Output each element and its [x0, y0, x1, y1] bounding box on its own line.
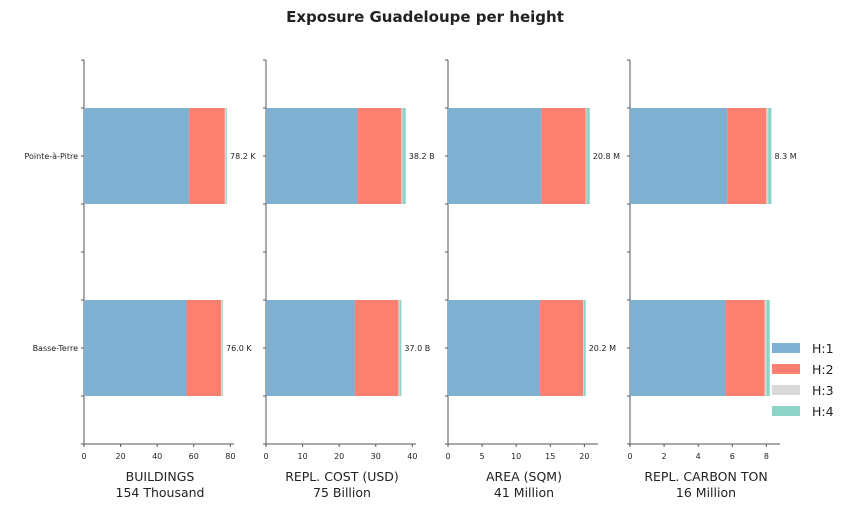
bar-value-label: 20.2 M	[589, 344, 616, 353]
x-tick-label: 0	[445, 452, 450, 461]
bar-segment	[583, 300, 586, 396]
legend-swatch	[772, 406, 800, 416]
x-tick-label: 20	[579, 452, 589, 461]
bar-segment	[399, 300, 402, 396]
x-axis-label: BUILDINGS	[126, 469, 195, 484]
x-tick-label: 8	[764, 452, 769, 461]
x-axis-label: REPL. CARBON TON	[644, 469, 767, 484]
x-tick-label: 0	[263, 452, 268, 461]
bar-value-label: 76.0 K	[226, 344, 252, 353]
x-tick-label: 0	[81, 452, 86, 461]
x-tick-label: 80	[225, 452, 235, 461]
bar-value-label: 37.0 B	[404, 344, 430, 353]
bar-segment	[84, 108, 190, 204]
bar-segment	[401, 108, 403, 204]
x-axis-subtitle: 75 Billion	[313, 485, 371, 500]
legend-swatch	[772, 364, 800, 374]
legend-swatch	[772, 343, 800, 353]
bar-segment	[541, 108, 586, 204]
x-tick-label: 15	[545, 452, 555, 461]
legend-label: H:2	[812, 362, 834, 377]
bar-segment	[398, 300, 400, 396]
bar-segment	[630, 300, 726, 396]
category-label: Pointe-à-Pitre	[24, 152, 78, 161]
bar-segment	[583, 300, 584, 396]
bar-segment	[222, 300, 224, 396]
bar-segment	[764, 300, 767, 396]
x-tick-label: 6	[730, 452, 735, 461]
bar-segment	[189, 108, 225, 204]
bar-segment	[84, 300, 187, 396]
bar-value-label: 8.3 M	[774, 152, 796, 161]
bar-segment	[586, 108, 590, 204]
x-tick-label: 20	[334, 452, 344, 461]
bar-segment	[727, 108, 767, 204]
x-tick-label: 5	[480, 452, 485, 461]
bar-segment	[768, 108, 772, 204]
x-axis-label: REPL. COST (USD)	[285, 469, 399, 484]
bar-value-label: 20.8 M	[593, 152, 620, 161]
category-label: Basse-Terre	[33, 344, 79, 353]
bar-value-label: 38.2 B	[409, 152, 435, 161]
legend-label: H:3	[812, 383, 834, 398]
bar-segment	[725, 300, 765, 396]
x-tick-label: 10	[297, 452, 307, 461]
bar-segment	[585, 108, 587, 204]
x-tick-label: 20	[115, 452, 125, 461]
x-axis-subtitle: 154 Thousand	[116, 485, 205, 500]
bar-segment	[354, 300, 399, 396]
bar-segment	[357, 108, 402, 204]
x-tick-label: 4	[696, 452, 701, 461]
x-tick-label: 30	[371, 452, 381, 461]
bar-value-label: 78.2 K	[230, 152, 256, 161]
bar-segment	[266, 300, 355, 396]
x-tick-label: 40	[152, 452, 162, 461]
bar-segment	[226, 108, 228, 204]
legend-label: H:1	[812, 341, 834, 356]
x-tick-label: 2	[662, 452, 667, 461]
bar-segment	[224, 108, 227, 204]
x-axis-subtitle: 41 Million	[494, 485, 554, 500]
x-tick-label: 0	[627, 452, 632, 461]
legend-label: H:4	[812, 404, 834, 419]
bar-segment	[402, 108, 406, 204]
bar-segment	[186, 300, 222, 396]
legend-swatch	[772, 385, 800, 395]
bar-segment	[766, 300, 770, 396]
x-axis-label: AREA (SQM)	[486, 469, 562, 484]
chart-title: Exposure Guadeloupe per height	[286, 8, 564, 26]
bar-segment	[448, 108, 542, 204]
bar-segment	[630, 108, 728, 204]
bar-segment	[540, 300, 583, 396]
bar-segment	[766, 108, 769, 204]
x-tick-label: 60	[189, 452, 199, 461]
x-tick-label: 40	[407, 452, 417, 461]
x-tick-label: 10	[511, 452, 521, 461]
bar-segment	[221, 300, 223, 396]
x-axis-subtitle: 16 Million	[676, 485, 736, 500]
bar-segment	[448, 300, 541, 396]
bar-segment	[266, 108, 358, 204]
